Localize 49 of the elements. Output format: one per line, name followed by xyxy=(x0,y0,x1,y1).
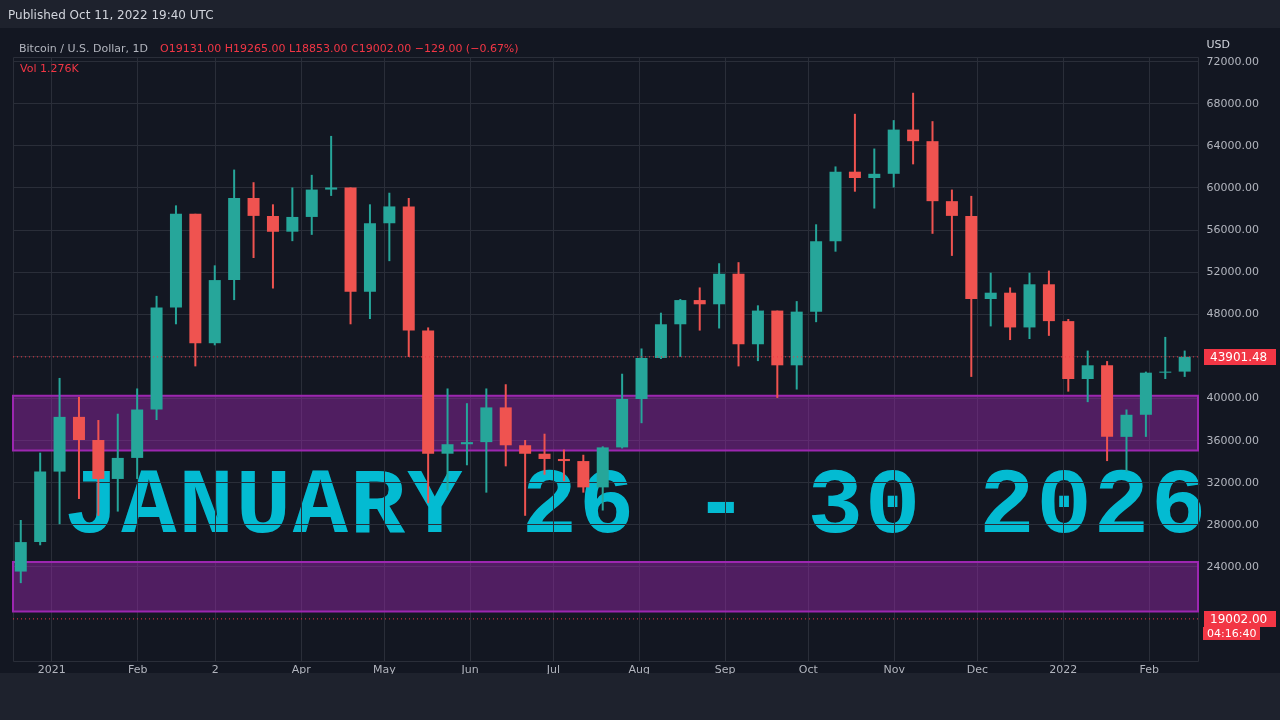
x-tick-label: Nov xyxy=(883,662,906,676)
candlestick xyxy=(1081,349,1094,404)
y-tick-label: 60000.00 xyxy=(1206,180,1259,194)
y-tick-label: 52000.00 xyxy=(1206,265,1259,279)
candlestick xyxy=(1178,349,1191,378)
x-tick-label: Aug xyxy=(628,662,650,676)
chart-title: Bitcoin / U.S. Dollar, 1D xyxy=(19,42,148,55)
x-tick-label: 2021 xyxy=(37,662,66,676)
x-tick-label: Jul xyxy=(545,662,560,676)
ref-line-label: 43901.48 xyxy=(1210,349,1268,364)
x-tick-label: Oct xyxy=(798,662,819,676)
candlestick xyxy=(848,112,861,193)
y-tick-label: 40000.00 xyxy=(1206,391,1259,405)
y-tick-label: 32000.00 xyxy=(1206,475,1259,489)
annotation: Vol 1.276K xyxy=(20,62,79,75)
x-tick-label: 2 xyxy=(211,662,219,676)
text: O19131.00 H19265.00 L18853.00 C19002.00 −129.00 (−0.67%) xyxy=(160,42,519,55)
candlestick xyxy=(460,402,473,467)
x-tick-label: Sep xyxy=(714,662,736,676)
y-tick-label: 68000.00 xyxy=(1206,96,1259,110)
candlestick xyxy=(247,181,260,259)
x-tick-label: May xyxy=(372,662,397,676)
candlestick xyxy=(693,286,706,332)
candlestick xyxy=(266,203,279,290)
y-tick-label: 56000.00 xyxy=(1206,223,1259,237)
y-tick-label: 64000.00 xyxy=(1206,138,1259,152)
candlestick xyxy=(984,271,997,328)
candlestick xyxy=(325,134,338,197)
y-tick-label: 36000.00 xyxy=(1206,433,1259,447)
candlestick xyxy=(907,91,920,166)
x-tick-label: 2022 xyxy=(1049,662,1078,676)
y-tick-label: 72000.00 xyxy=(1206,54,1259,68)
candlestick xyxy=(383,191,396,263)
x-tick-label: Feb xyxy=(1139,662,1159,676)
ref-line-label: 19002.00 xyxy=(1210,611,1268,626)
candlestick xyxy=(868,147,881,210)
x-tick-label: Dec xyxy=(966,662,988,676)
candlestick xyxy=(945,188,958,257)
y-axis-title: USD xyxy=(1206,37,1231,51)
text: Published Oct 11, 2022 19:40 UTC xyxy=(8,8,214,22)
x-tick-label: Jun xyxy=(460,662,479,676)
y-tick-label: 28000.00 xyxy=(1206,517,1259,531)
text: 04:16:40 xyxy=(1203,627,1261,640)
y-tick-label: 24000.00 xyxy=(1206,559,1259,573)
candlestick xyxy=(286,186,299,243)
x-tick-label: Apr xyxy=(291,662,312,676)
candlestick xyxy=(1159,335,1172,380)
y-tick-label: 48000.00 xyxy=(1206,307,1259,321)
x-tick-label: Feb xyxy=(127,662,148,676)
